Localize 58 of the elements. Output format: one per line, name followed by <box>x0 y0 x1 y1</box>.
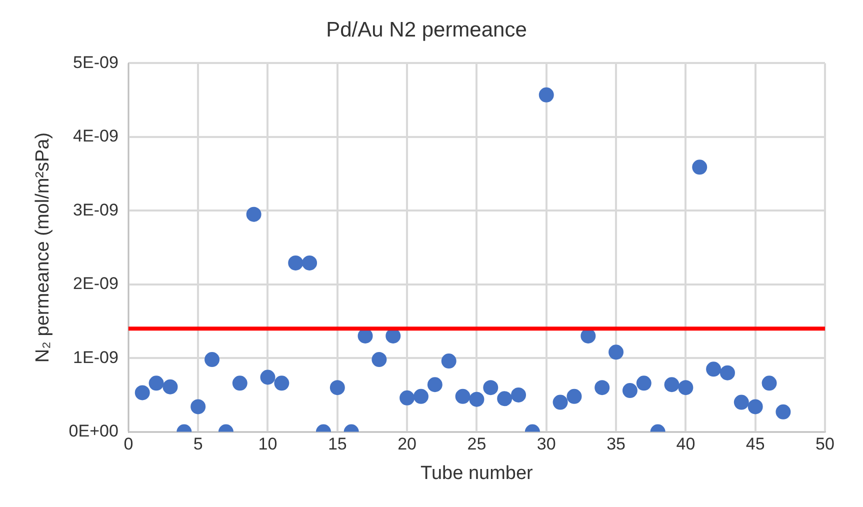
point <box>720 365 735 380</box>
point <box>538 87 554 102</box>
y-tick-label: 4E-09 <box>73 126 118 146</box>
x-tick-label: 45 <box>746 434 765 454</box>
point <box>608 344 624 360</box>
y-axis-title: N₂ permeance (mol/m²sPa) <box>32 132 54 363</box>
point <box>330 380 345 396</box>
point <box>483 380 498 396</box>
point <box>734 394 749 410</box>
point <box>497 391 512 406</box>
point <box>274 376 290 391</box>
point <box>232 376 248 391</box>
y-tick-label: 5E-09 <box>73 52 118 72</box>
point <box>162 379 178 394</box>
y-tick-label: 0E+00 <box>68 421 118 440</box>
x-tick-label: 20 <box>398 434 417 454</box>
x-tick-label: 15 <box>328 434 347 454</box>
point <box>552 394 568 410</box>
point <box>148 376 164 391</box>
point <box>706 362 722 377</box>
x-tick-label: 50 <box>816 434 834 454</box>
point <box>511 387 526 402</box>
point <box>469 392 484 407</box>
point <box>678 380 694 396</box>
point <box>400 390 415 406</box>
point <box>204 352 220 368</box>
point <box>190 399 206 414</box>
point <box>594 380 610 396</box>
x-tick-label: 30 <box>536 434 556 454</box>
point <box>260 370 276 385</box>
point <box>441 354 456 369</box>
point <box>427 377 442 392</box>
point <box>636 376 652 391</box>
chart-title: Pd/Au N2 permeance <box>326 18 527 42</box>
x-tick-label: 0 <box>124 434 134 454</box>
point <box>246 206 262 222</box>
point <box>664 377 680 392</box>
x-tick-label: 5 <box>193 434 203 454</box>
point <box>776 404 791 420</box>
x-tick-label: 40 <box>676 434 696 454</box>
point <box>288 255 304 270</box>
point <box>566 388 582 404</box>
x-tick-label: 10 <box>258 434 278 454</box>
y-tick-label: 2E-09 <box>73 274 118 294</box>
point <box>622 383 638 398</box>
point <box>134 385 150 400</box>
x-tick-label: 35 <box>606 434 626 454</box>
point <box>372 352 387 368</box>
y-tick-label: 1E-09 <box>73 348 118 367</box>
y-tick-label: 3E-09 <box>73 200 118 220</box>
x-axis-title: Tube number <box>420 462 534 484</box>
point <box>692 160 708 175</box>
point <box>762 376 777 391</box>
point <box>413 388 428 404</box>
point <box>302 255 318 270</box>
point <box>455 388 470 404</box>
point <box>748 399 763 414</box>
x-tick-label: 25 <box>467 434 486 454</box>
